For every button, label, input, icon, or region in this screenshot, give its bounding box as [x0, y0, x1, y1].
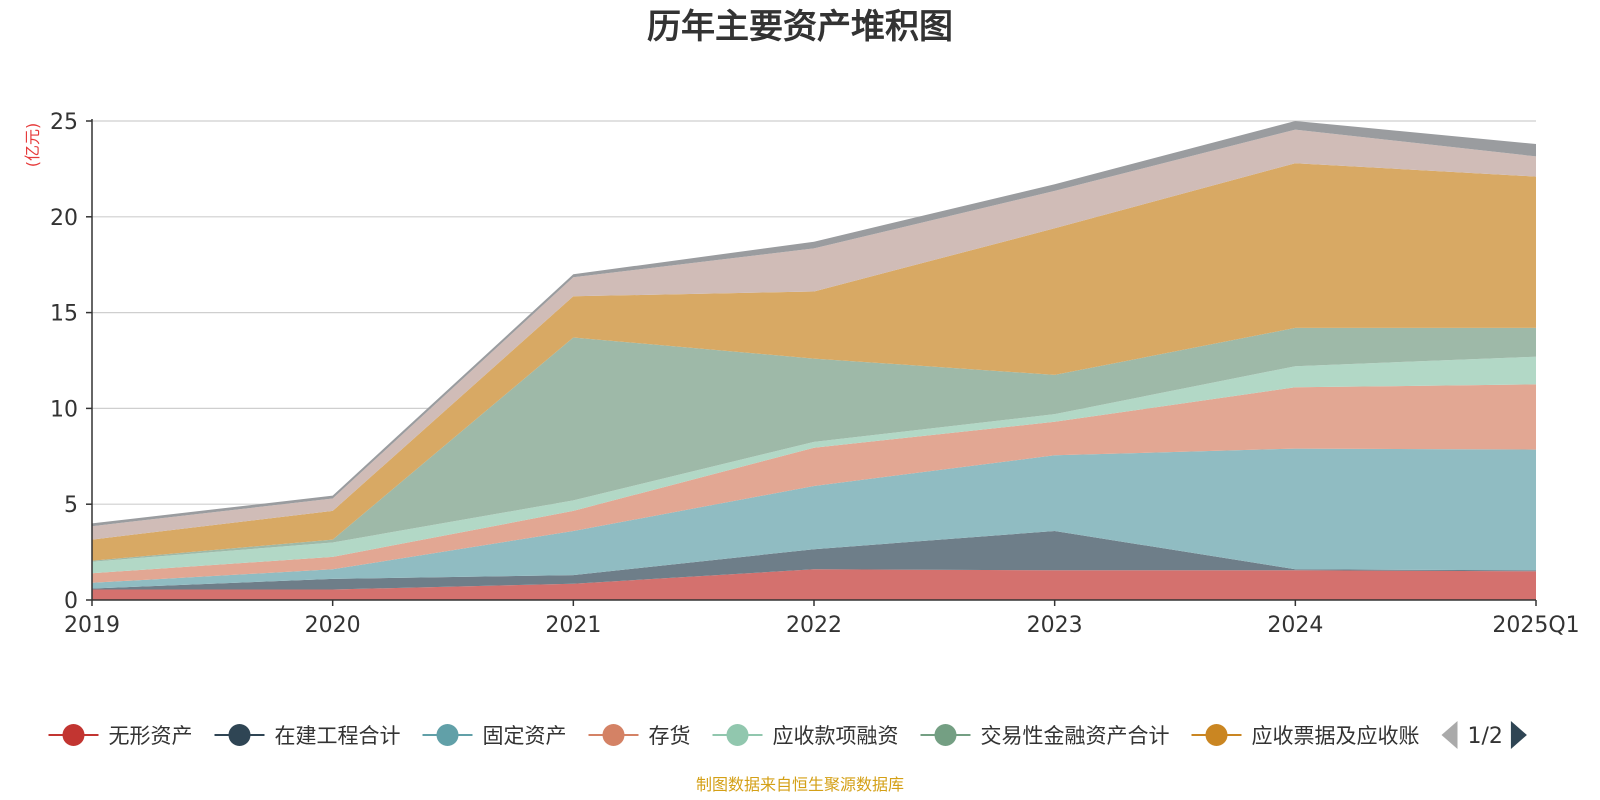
source-note: 制图数据来自恒生聚源数据库	[696, 775, 904, 794]
area-series	[92, 569, 1536, 600]
legend-label: 固定资产	[483, 724, 567, 748]
legend-label: 应收票据及应收账	[1252, 724, 1420, 748]
legend-page-indicator: 1/2	[1468, 724, 1503, 749]
x-tick-label: 2020	[305, 613, 361, 638]
area-series	[92, 531, 1536, 590]
next-page-icon[interactable]	[1510, 721, 1527, 749]
legend-label: 无形资产	[109, 724, 193, 748]
x-tick-label: 2023	[1027, 613, 1083, 638]
legend-item[interactable]: 交易性金融资产合计	[920, 724, 1170, 748]
legend-dot-icon	[228, 724, 251, 746]
y-tick-label: 20	[50, 206, 78, 231]
legend-label: 在建工程合计	[275, 724, 401, 748]
y-tick-label: 10	[50, 397, 78, 422]
legend-item[interactable]: 应收款项融资	[712, 724, 899, 748]
chart-title: 历年主要资产堆积图	[647, 7, 953, 47]
area-series	[92, 384, 1536, 583]
x-tick-label: 2025Q1	[1492, 613, 1579, 638]
y-tick-label: 0	[64, 589, 78, 614]
legend-pager[interactable]: 1/2	[1441, 721, 1527, 749]
legend-item[interactable]: 在建工程合计	[214, 724, 401, 748]
y-tick-label: 5	[64, 493, 78, 518]
series-areas	[92, 121, 1536, 600]
legend-item[interactable]: 无形资产	[48, 724, 193, 748]
area-series	[92, 327, 1536, 562]
legend-item[interactable]: 应收票据及应收账	[1191, 724, 1420, 748]
y-axis-unit: (亿元)	[23, 123, 42, 168]
y-tick-label: 25	[50, 110, 78, 135]
x-tick-label: 2019	[64, 613, 120, 638]
legend-dot-icon	[1205, 724, 1228, 746]
legend-item[interactable]: 固定资产	[422, 724, 567, 748]
prev-page-icon[interactable]	[1441, 721, 1458, 749]
axes: 2019 2020 2021 2022 2023 2024 2025Q1	[64, 119, 1580, 638]
area-series	[92, 163, 1536, 561]
legend-dot-icon	[726, 724, 749, 746]
area-series	[92, 448, 1536, 589]
x-tick-label: 2021	[545, 613, 601, 638]
x-tick-label: 2024	[1267, 613, 1323, 638]
legend-dot-icon	[436, 724, 459, 746]
legend-label: 应收款项融资	[773, 724, 899, 748]
y-tick-label: 15	[50, 302, 78, 327]
area-series	[92, 356, 1536, 574]
legend-label: 存货	[649, 724, 691, 748]
legend-dot-icon	[934, 724, 957, 746]
legend-item[interactable]: 存货	[588, 724, 691, 748]
legend[interactable]: 无形资产 在建工程合计 固定资产 存货 应收款项融资 交易性金融资产合计 应收票据及应收账 1…	[48, 721, 1527, 749]
legend-dot-icon	[602, 724, 625, 746]
legend-dot-icon	[62, 724, 85, 746]
x-tick-label: 2022	[786, 613, 842, 638]
legend-label: 交易性金融资产合计	[981, 724, 1170, 748]
